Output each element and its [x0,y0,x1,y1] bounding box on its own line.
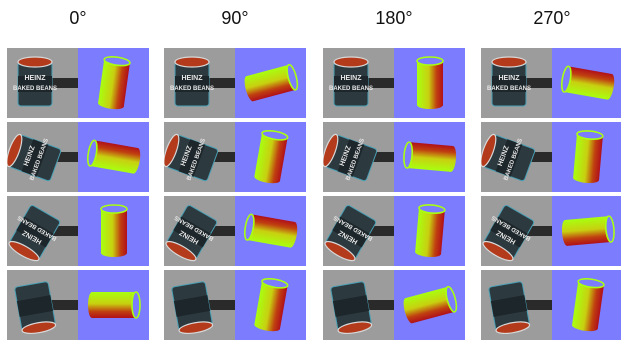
normal-map-render [235,48,306,118]
can-photo [7,270,78,340]
column-header-90: 90° [164,8,306,29]
tile-row3-270: HEINZ BAKED BEANS [481,196,621,266]
tile-row4-270 [481,270,621,340]
tile-row4-180 [323,270,465,340]
tile-row4-0 [7,270,149,340]
normal-map-render [394,196,465,266]
can-label-text: HEINZ [341,75,363,82]
tile-row2-180: HEINZ BAKED BEANS [323,122,465,192]
can-photo [481,270,552,340]
column-header-270: 270° [481,8,621,29]
tile-row1-270: HEINZ BAKED BEANS [481,48,621,118]
normal-map-render [394,270,465,340]
normal-map-render [235,122,306,192]
can-label-text: BAKED BEANS [170,86,214,92]
can-photo [323,270,394,340]
can-label-text: BAKED BEANS [329,86,373,92]
can-label-text: HEINZ [182,75,204,82]
normal-map-render [552,196,621,266]
normal-map-render [235,270,306,340]
normal-map-render [78,122,149,192]
can-label-text: BAKED BEANS [13,86,57,92]
tile-row3-90: HEINZ BAKED BEANS [164,196,306,266]
tile-row2-90: HEINZ BAKED BEANS [164,122,306,192]
tile-row2-270: HEINZ BAKED BEANS [481,122,621,192]
can-photo: HEINZ BAKED BEANS [164,48,235,118]
normal-map-render [78,196,149,266]
normal-map-render [394,122,465,192]
column-header-0: 0° [7,8,149,29]
normal-map-render [552,270,621,340]
tile-row1-90: HEINZ BAKED BEANS [164,48,306,118]
can-label-text: BAKED BEANS [487,86,531,92]
can-label-text: HEINZ [499,75,521,82]
normal-map-render [78,270,149,340]
can-photo: HEINZ BAKED BEANS [7,48,78,118]
normal-map-render [235,196,306,266]
tile-row4-90 [164,270,306,340]
tile-row1-0: HEINZ BAKED BEANS [7,48,149,118]
can-photo: HEINZ BAKED BEANS [323,48,394,118]
tile-row3-0: HEINZ BAKED BEANS [7,196,149,266]
tile-row1-180: HEINZ BAKED BEANS [323,48,465,118]
normal-map-render [394,48,465,118]
column-header-180: 180° [323,8,465,29]
can-photo [164,270,235,340]
normal-map-render [78,48,149,118]
normal-map-render [552,122,621,192]
tile-row3-180: HEINZ BAKED BEANS [323,196,465,266]
normal-map-render [552,48,621,118]
can-label-text: HEINZ [25,75,47,82]
can-photo: HEINZ BAKED BEANS [481,48,552,118]
tile-row2-0: HEINZ BAKED BEANS [7,122,149,192]
